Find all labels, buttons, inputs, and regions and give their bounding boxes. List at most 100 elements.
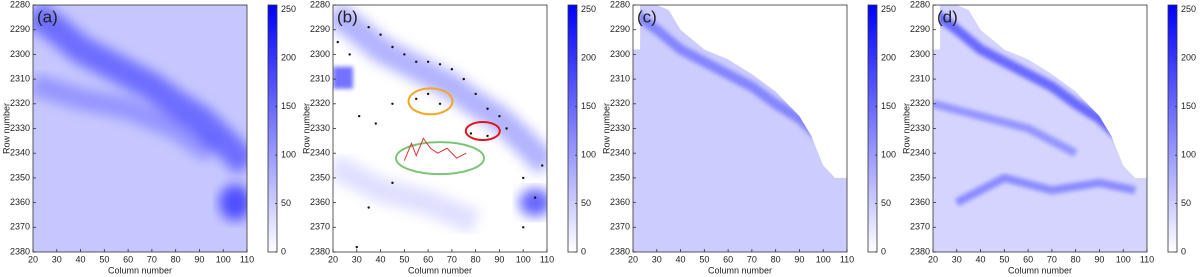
colorbar-tick-label: 150 — [281, 101, 296, 111]
x-tick-label: 60 — [1023, 254, 1033, 264]
dot — [522, 176, 525, 180]
x-tick-label: 100 — [516, 254, 531, 264]
dot — [374, 122, 377, 125]
y-tick-label: 2380 — [910, 246, 930, 256]
dot — [357, 114, 361, 118]
dot — [355, 245, 358, 249]
annotation-ellipse — [464, 120, 501, 141]
y-tick-label: 2360 — [610, 197, 630, 207]
y-tick-label: 2290 — [910, 24, 930, 34]
y-tick-label: 2370 — [310, 222, 330, 232]
y-tick-label: 2320 — [910, 98, 930, 108]
y-tick-label: 2280 — [10, 0, 30, 9]
dot — [403, 53, 406, 56]
colorbar-tick-label: 250 — [581, 4, 596, 14]
dot — [541, 164, 544, 167]
x-tick-label: 50 — [999, 254, 1009, 264]
colorbar — [567, 4, 578, 253]
colorbar-tick-label: 200 — [1181, 53, 1196, 63]
x-tick-label: 30 — [952, 254, 962, 264]
annotation-ellipse — [395, 141, 485, 176]
dot — [469, 132, 473, 135]
colorbar-tick-label: 100 — [881, 150, 896, 160]
colorbar-tick-label: 150 — [581, 101, 596, 111]
y-tick-label: 2300 — [610, 49, 630, 59]
y-tick-label: 2280 — [910, 0, 930, 9]
dot — [367, 206, 370, 209]
heatmap-image — [633, 5, 847, 252]
x-tick-label: 30 — [52, 254, 62, 264]
x-tick-label: 70 — [1047, 254, 1057, 264]
x-tick-label: 40 — [676, 254, 686, 264]
y-tick-label: 2340 — [610, 148, 630, 158]
dot — [462, 77, 465, 81]
dot — [415, 97, 418, 101]
y-tick-label: 2360 — [910, 197, 930, 207]
colorbar-tick-label: 250 — [881, 4, 896, 14]
x-axis-label: Column number — [408, 265, 472, 275]
x-tick-label: 50 — [699, 254, 709, 264]
x-tick-label: 50 — [399, 254, 409, 264]
band — [33, 73, 218, 163]
colorbar-tick-label: 100 — [281, 150, 296, 160]
dot — [367, 26, 370, 29]
y-tick-label: 2330 — [910, 123, 930, 133]
dot — [438, 63, 442, 66]
y-tick-label: 2330 — [10, 123, 30, 133]
colorbar-tick-label: 150 — [1181, 101, 1196, 111]
y-tick-label: 2310 — [610, 73, 630, 83]
y-tick-label: 2290 — [10, 24, 30, 34]
x-tick-label: 60 — [423, 254, 433, 264]
x-tick-label: 20 — [28, 254, 38, 264]
band — [333, 154, 481, 234]
dot — [426, 92, 430, 96]
colorbar-tick-label: 0 — [581, 246, 586, 256]
y-tick-label: 2360 — [10, 197, 30, 207]
colorbar-tick-label: 0 — [1181, 246, 1186, 256]
x-tick-label: 110 — [1140, 254, 1154, 264]
y-tick-label: 2350 — [10, 172, 30, 182]
x-tick-label: 100 — [216, 254, 231, 264]
x-tick-label: 90 — [494, 254, 504, 264]
y-tick-label: 2340 — [10, 148, 30, 158]
x-tick-label: 20 — [928, 254, 938, 264]
blob — [519, 188, 547, 217]
band — [33, 5, 247, 176]
x-tick-label: 80 — [471, 254, 481, 264]
colorbar-tick-label: 50 — [1181, 198, 1191, 208]
y-tick-label: 2280 — [610, 0, 630, 9]
y-tick-label: 2350 — [310, 172, 330, 182]
y-tick-label: 2320 — [10, 98, 30, 108]
heatmap-image — [333, 5, 547, 252]
annotation-ellipse — [407, 87, 454, 116]
x-tick-label: 30 — [352, 254, 362, 264]
dot — [505, 127, 508, 130]
heatmap-image — [33, 5, 247, 252]
colorbar-tick-label: 250 — [281, 4, 296, 14]
empty-region — [933, 5, 941, 50]
colorbar-tick-label: 0 — [281, 246, 286, 256]
panel-label: (a) — [37, 7, 58, 26]
x-tick-label: 110 — [540, 254, 554, 264]
x-tick-label: 60 — [723, 254, 733, 264]
colorbar-tick-label: 50 — [881, 198, 891, 208]
y-tick-label: 2310 — [310, 73, 330, 83]
x-tick-label: 90 — [1094, 254, 1104, 264]
colorbar-tick-label: 250 — [1181, 4, 1196, 14]
trace — [403, 137, 467, 161]
dot — [379, 33, 382, 36]
dot — [533, 196, 537, 199]
dot — [391, 102, 394, 106]
dot — [498, 114, 501, 118]
x-tick-label: 40 — [376, 254, 386, 264]
dot — [415, 60, 418, 64]
band — [933, 99, 1078, 157]
panel-label: (b) — [337, 7, 358, 26]
empty-region — [633, 5, 641, 50]
dot — [391, 181, 394, 185]
y-tick-label: 2330 — [310, 123, 330, 133]
x-axis-label: Column number — [108, 265, 172, 275]
dot — [474, 92, 477, 96]
x-tick-label: 80 — [771, 254, 781, 264]
